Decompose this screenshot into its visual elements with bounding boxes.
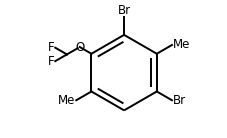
Text: Me: Me — [172, 39, 190, 51]
Text: Br: Br — [172, 94, 185, 107]
Text: Me: Me — [58, 94, 75, 107]
Text: F: F — [47, 41, 54, 54]
Text: F: F — [47, 55, 54, 68]
Text: Br: Br — [117, 4, 130, 17]
Text: O: O — [75, 41, 84, 54]
